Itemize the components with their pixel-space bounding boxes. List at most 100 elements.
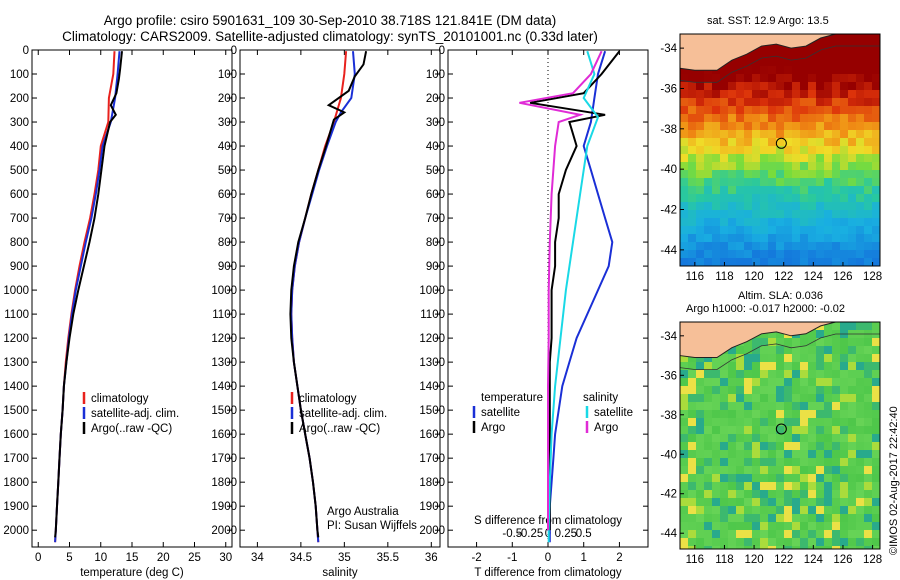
map-colorfield <box>680 34 880 266</box>
lon-tick-label: 120 <box>744 271 763 283</box>
y-tick-label: 0 <box>231 45 237 57</box>
land-mass <box>679 321 880 358</box>
lat-tick-label: -40 <box>660 449 677 461</box>
x-tick-label: 30 <box>219 552 232 564</box>
lon-tick-label: 124 <box>804 554 824 566</box>
panel-salinity: 0 100 200 300 400 500 600 700 800 900 1000 1100 1200… <box>211 45 441 579</box>
y-tick-label: 600 <box>218 189 237 201</box>
x-tick-label: 2 <box>616 552 622 564</box>
y-tick-label: 200 <box>10 93 29 105</box>
x-tick-label: 36 <box>425 552 438 564</box>
legend-entry: Argo <box>481 422 505 434</box>
y-tick-label: 1100 <box>4 309 29 321</box>
y-tick-label: 1700 <box>419 453 445 465</box>
lat-tick-label: -42 <box>660 205 677 217</box>
panel-temperature: 0100200300400500600700800900100011001200… <box>3 45 233 579</box>
credit-annotation: PI: Susan Wijffels <box>327 520 417 532</box>
x-tick-label: 0 <box>35 552 41 564</box>
y-tick-label: 200 <box>426 93 445 105</box>
x-tick-label: 10 <box>94 552 107 564</box>
lat-tick-label: -34 <box>660 331 677 343</box>
y-tick-label: 1300 <box>419 357 445 369</box>
legend-entry: satellite-adj. clim. <box>91 408 179 420</box>
legend-entry: climatology <box>299 393 357 405</box>
y-tick-label: 1200 <box>3 333 29 345</box>
plot-frame <box>31 49 233 548</box>
legend-entry: Argo(..raw -QC) <box>91 423 172 435</box>
y-tick-label: 800 <box>218 237 237 249</box>
s-tick-label: 0.25 <box>555 528 577 540</box>
x-tick-label: 35.5 <box>377 552 399 564</box>
x-axis-label: temperature (deg C) <box>80 567 184 579</box>
legend-entry: climatology <box>91 393 149 405</box>
sla-map-subtitle: Argo h1000: -0.017 h2000: -0.02 <box>686 303 846 315</box>
lon-tick-label: 118 <box>715 554 733 566</box>
lon-tick-label: 122 <box>774 554 793 566</box>
x-tick-label: 5 <box>66 552 72 564</box>
legend-entry: satellite-adj. clim. <box>299 408 387 420</box>
y-tick-label: 1800 <box>211 477 237 489</box>
legend-entry: Argo(..raw -QC) <box>299 423 380 435</box>
x-tick-label: 35 <box>338 552 351 564</box>
y-tick-label: 1400 <box>3 381 29 393</box>
y-tick-label: 700 <box>218 213 237 225</box>
y-tick-label: 300 <box>218 117 237 129</box>
y-tick-label: 900 <box>218 261 237 273</box>
legend-entry: satellite <box>481 407 520 419</box>
sla-map-title: Altim. SLA: 0.036 <box>738 290 823 302</box>
sst-map-title: sat. SST: 12.9 Argo: 13.5 <box>707 15 829 27</box>
y-tick-label: 1300 <box>3 357 29 369</box>
x-tick-label: 1 <box>581 552 587 564</box>
series-line-temperature-argo <box>529 50 621 531</box>
x-tick-label: -1 <box>507 552 517 564</box>
lat-tick-label: -44 <box>660 528 677 540</box>
y-tick-label: 300 <box>426 117 445 129</box>
y-tick-label: 200 <box>218 93 237 105</box>
y-tick-label: 1100 <box>420 309 445 321</box>
y-tick-label: 1000 <box>419 285 445 297</box>
y-tick-label: 600 <box>10 189 29 201</box>
credit-annotation: Argo Australia <box>327 506 399 518</box>
argo-position-marker <box>775 423 787 435</box>
lon-tick-label: 126 <box>833 271 852 283</box>
lon-tick-label: 124 <box>804 271 824 283</box>
y-tick-label: 1500 <box>419 405 445 417</box>
lat-tick-label: -38 <box>660 124 677 136</box>
panel-difference: 0100200300400500600700800900100011001200… <box>419 45 649 579</box>
x-tick-label: 0 <box>545 552 551 564</box>
y-tick-label: 1100 <box>212 309 237 321</box>
lon-tick-label: 116 <box>686 271 704 283</box>
y-tick-label: 1500 <box>3 405 29 417</box>
y-tick-label: 800 <box>426 237 445 249</box>
shelf-contour <box>679 333 880 370</box>
land-mass <box>679 33 880 71</box>
s-tick-label: 0.5 <box>576 528 592 540</box>
lon-tick-label: 122 <box>774 271 793 283</box>
series-line-salinity-satellite <box>547 50 600 543</box>
y-tick-label: 800 <box>10 237 29 249</box>
y-tick-label: 500 <box>218 165 237 177</box>
sst_map: -34 -36 -38 -40 -42 -44 116 118 120 122 124 126 128 <box>660 33 882 283</box>
y-tick-label: 400 <box>218 141 237 153</box>
plot-frame <box>239 49 441 548</box>
y-tick-label: 1700 <box>3 453 29 465</box>
sla_map: -34 -36 -38 -40 -42 -44 116 118 120 122 124 126 128 <box>660 321 882 566</box>
lat-tick-label: -36 <box>660 83 677 95</box>
lon-tick-label: 118 <box>715 271 733 283</box>
lat-tick-label: -42 <box>660 489 677 501</box>
y-tick-label: 1900 <box>3 501 29 513</box>
y-tick-label: 700 <box>426 213 445 225</box>
x-tick-label: 20 <box>157 552 170 564</box>
y-tick-label: 400 <box>10 141 29 153</box>
y-tick-label: 500 <box>10 165 29 177</box>
y-tick-label: 100 <box>10 69 29 81</box>
x-tick-label: 34.5 <box>290 552 312 564</box>
y-tick-label: 600 <box>426 189 445 201</box>
lon-tick-label: 128 <box>863 554 882 566</box>
y-tick-label: 1600 <box>3 429 29 441</box>
lat-tick-label: -34 <box>660 43 677 55</box>
figure-title-line1: Argo profile: csiro 5901631_109 30-Sep-2… <box>103 13 557 28</box>
lon-tick-label: 126 <box>833 554 852 566</box>
series-line-argo-raw-qc- <box>289 51 368 538</box>
